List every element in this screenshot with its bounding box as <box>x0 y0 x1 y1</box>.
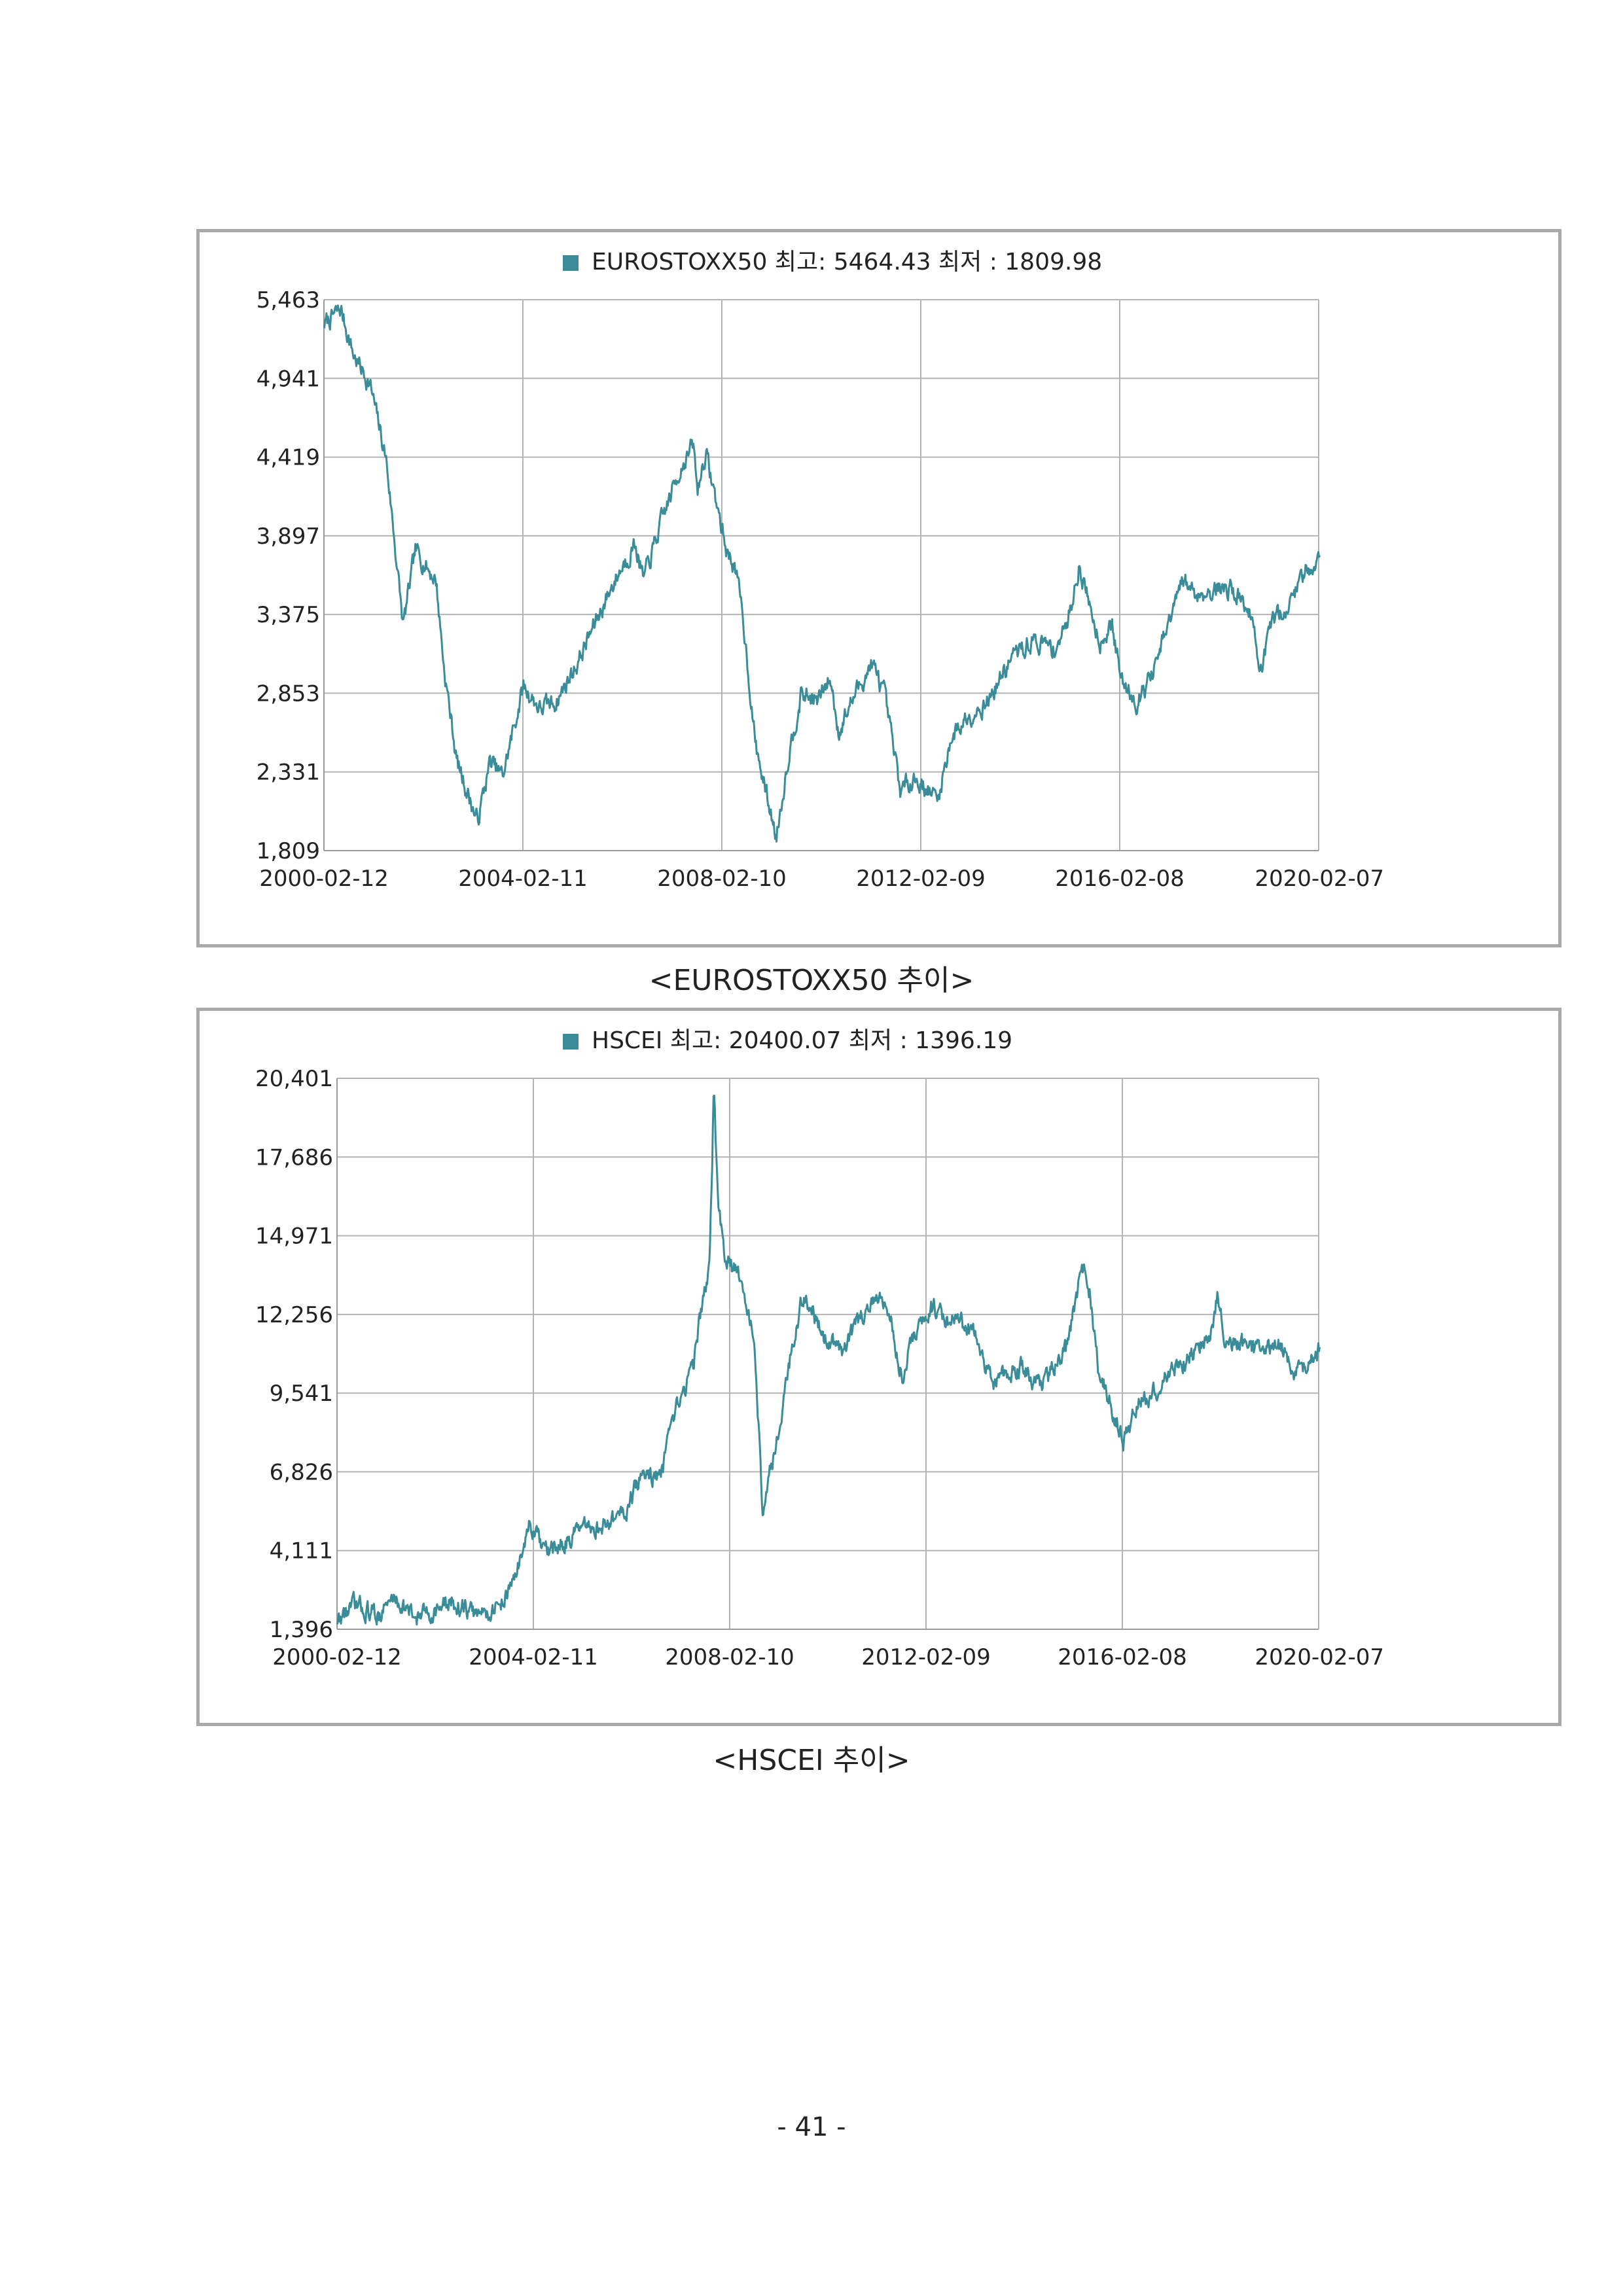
legend: HSCEI 최고: 20400.07 최저 : 1396.19 <box>563 1027 1012 1054</box>
x-tick-label: 2016-02-08 <box>1055 866 1185 892</box>
y-tick-label: 3,897 <box>257 523 320 550</box>
x-tick-label: 2016-02-08 <box>1058 1644 1187 1670</box>
y-tick-label: 17,686 <box>255 1144 333 1171</box>
y-tick-label: 5,463 <box>257 287 320 313</box>
y-tick-label: 1,396 <box>270 1617 333 1643</box>
eurostoxx-caption: <EUROSTOXX50 추이> <box>649 964 974 997</box>
legend-label: EUROSTOXX50 최고: 5464.43 최저 : 1809.98 <box>592 249 1102 275</box>
y-tick-label: 12,256 <box>255 1302 333 1328</box>
x-tick-label: 2008-02-10 <box>665 1644 794 1670</box>
x-tick-label: 2000-02-12 <box>272 1644 402 1670</box>
series-line <box>323 304 1321 843</box>
legend-label: HSCEI 최고: 20400.07 최저 : 1396.19 <box>592 1027 1012 1054</box>
y-tick-label: 2,853 <box>257 680 320 707</box>
page-number: - 41 - <box>777 2112 846 2142</box>
x-tick-label: 2000-02-12 <box>259 866 389 892</box>
legend-swatch <box>563 255 579 271</box>
legend: EUROSTOXX50 최고: 5464.43 최저 : 1809.98 <box>563 249 1102 275</box>
x-tick-label: 2012-02-09 <box>856 866 986 892</box>
y-tick-label: 3,375 <box>257 602 320 628</box>
series-line <box>336 1095 1321 1626</box>
eurostoxx-chart: EUROSTOXX50 최고: 5464.43 최저 : 1809.98 5,46… <box>257 249 1384 892</box>
x-tick-label: 2004-02-11 <box>458 866 588 892</box>
x-tick-label: 2020-02-07 <box>1255 1644 1384 1670</box>
x-tick-label: 2008-02-10 <box>657 866 787 892</box>
eurostoxx-chart-frame: EUROSTOXX50 최고: 5464.43 최저 : 1809.98 5,46… <box>196 229 1561 947</box>
hscei-chart-frame: HSCEI 최고: 20400.07 최저 : 1396.19 20,401 17,… <box>196 1008 1561 1726</box>
x-tick-label: 2020-02-07 <box>1255 866 1384 892</box>
legend-swatch <box>563 1034 579 1050</box>
y-tick-label: 9,541 <box>270 1381 333 1407</box>
hscei-chart: HSCEI 최고: 20400.07 최저 : 1396.19 20,401 17,… <box>255 1027 1384 1670</box>
hscei-caption: <HSCEI 추이> <box>713 1744 910 1777</box>
y-tick-label: 4,419 <box>257 445 320 471</box>
y-tick-label: 4,111 <box>270 1538 333 1564</box>
y-tick-label: 14,971 <box>255 1224 333 1250</box>
y-tick-label: 6,826 <box>270 1459 333 1485</box>
y-tick-label: 1,809 <box>257 838 320 864</box>
x-tick-label: 2004-02-11 <box>469 1644 598 1670</box>
y-tick-label: 2,331 <box>257 760 320 786</box>
x-tick-label: 2012-02-09 <box>861 1644 991 1670</box>
y-tick-label: 4,941 <box>257 366 320 392</box>
y-tick-label: 20,401 <box>255 1066 333 1092</box>
